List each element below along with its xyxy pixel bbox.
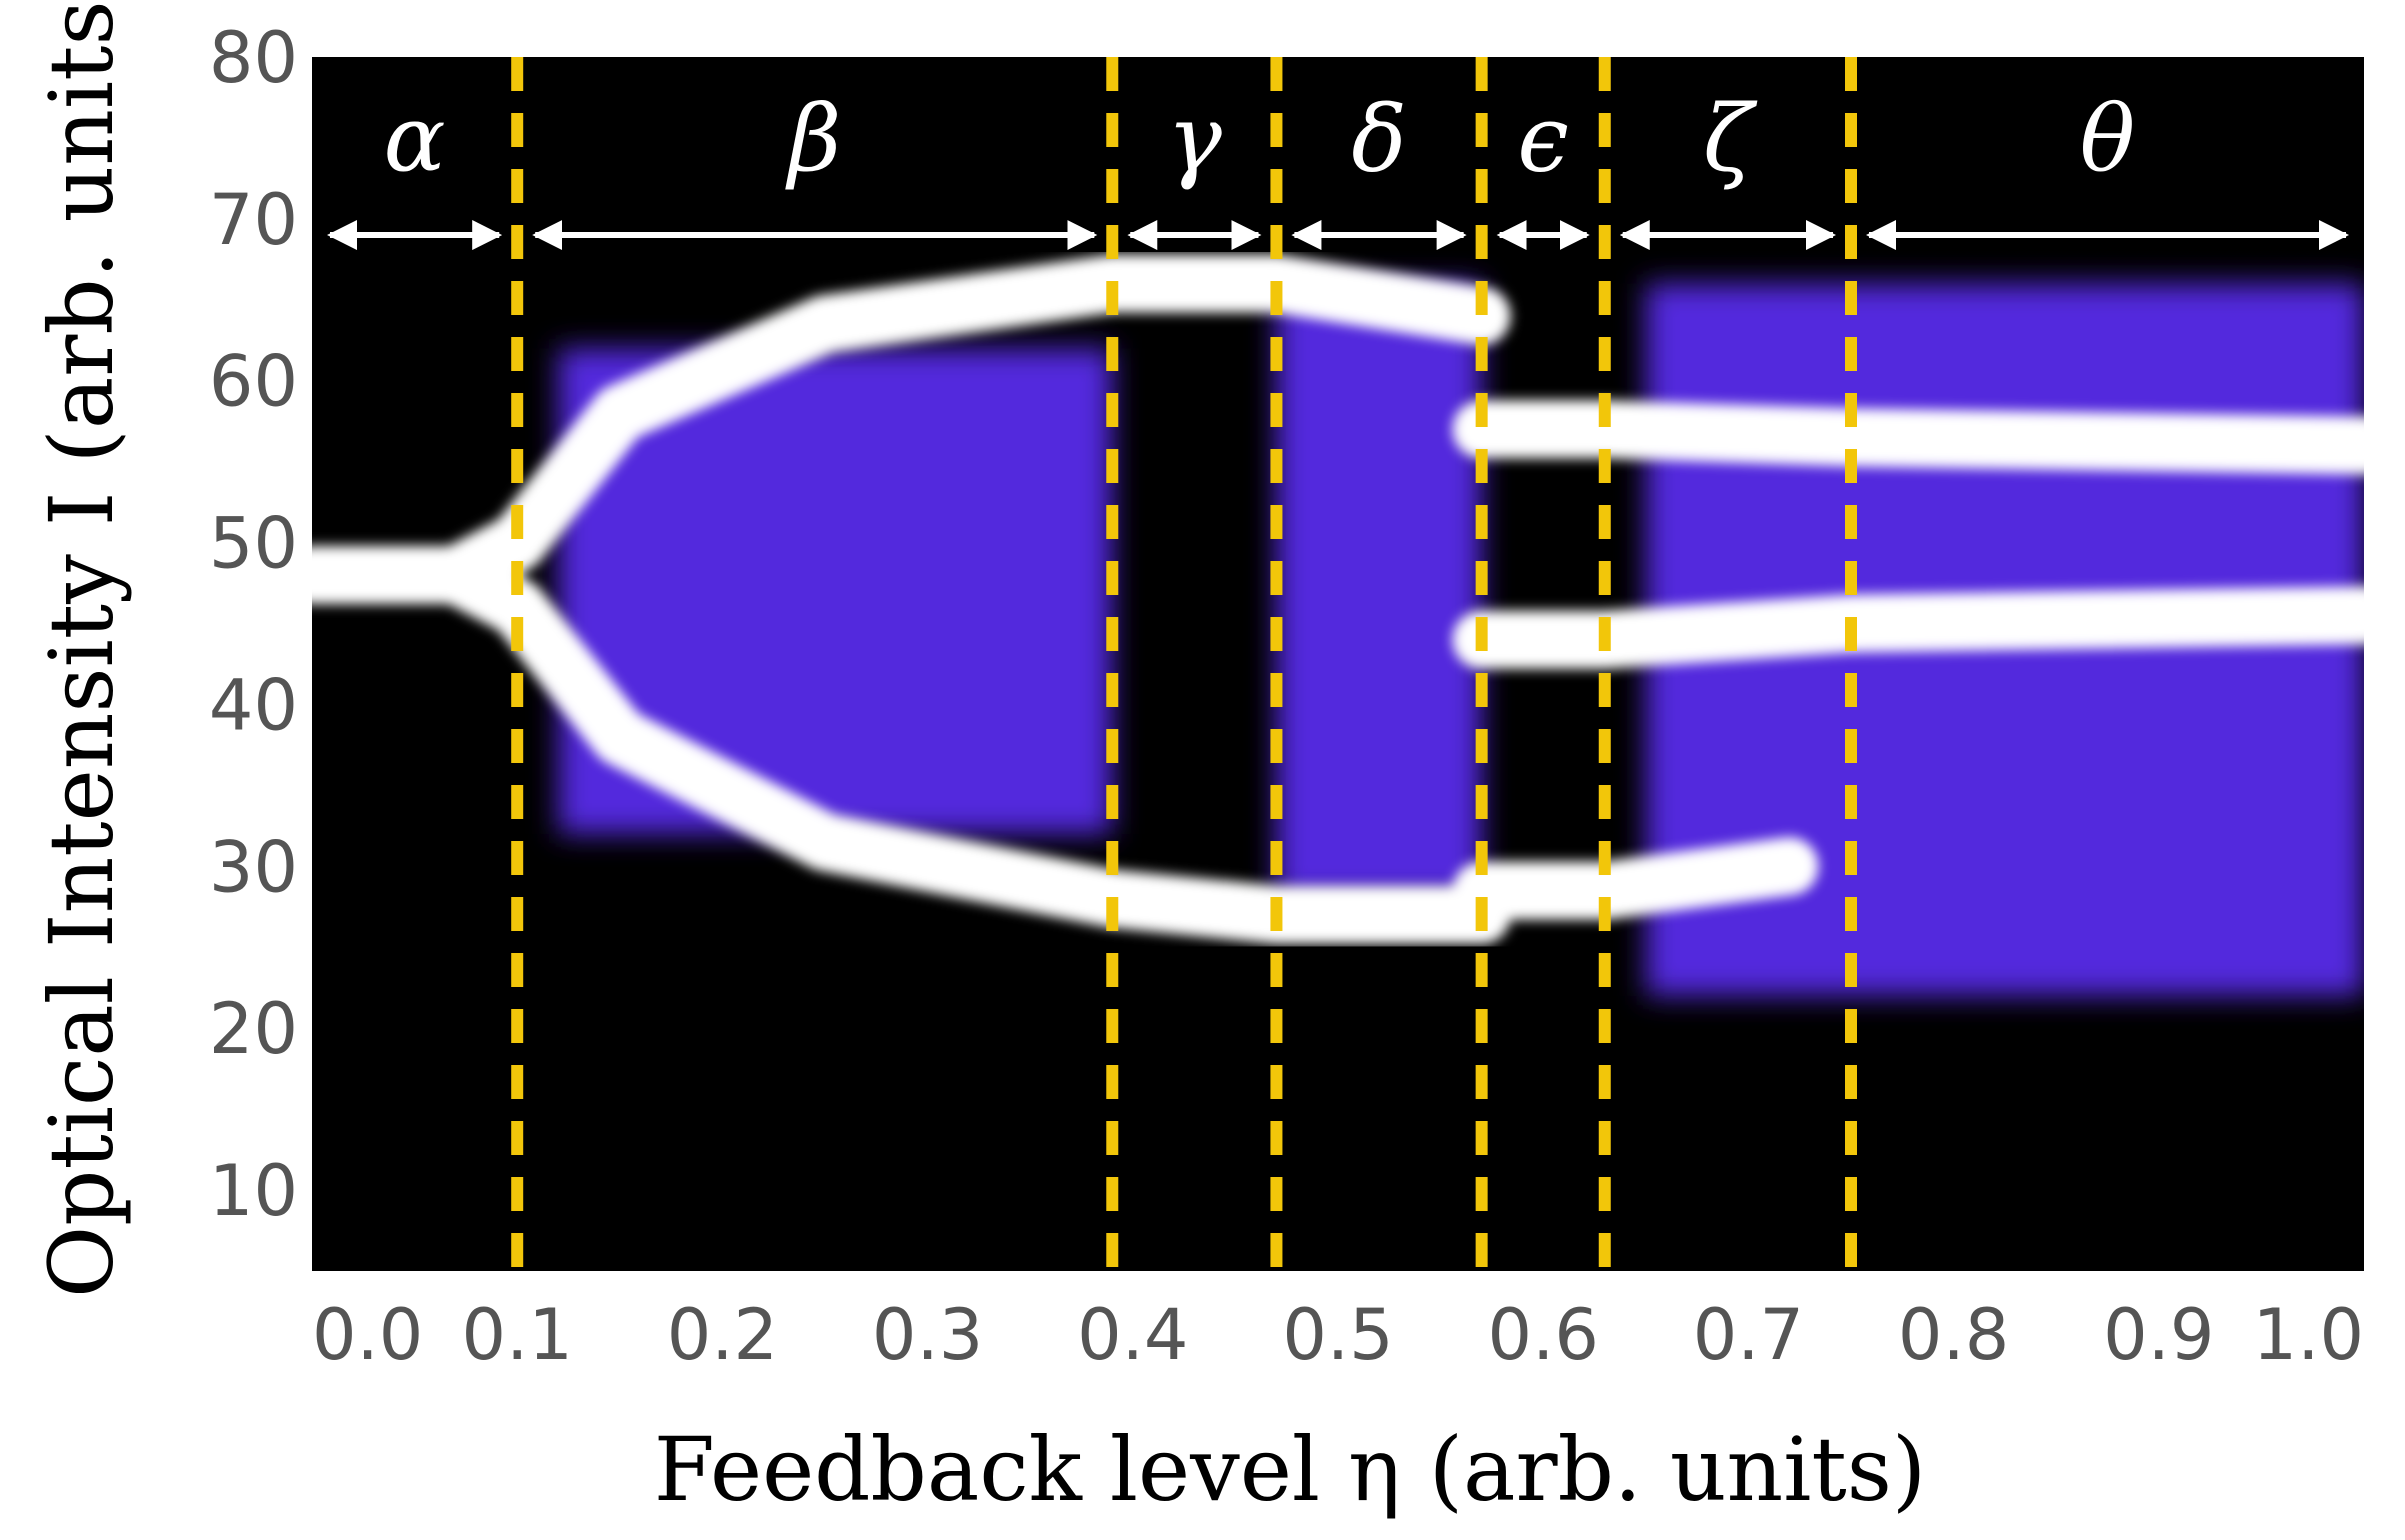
x-tick-label: 0.0	[312, 1294, 423, 1376]
region-label: α	[384, 85, 446, 192]
x-tick-label: 0.1	[462, 1294, 573, 1376]
x-tick-label: 0.9	[2103, 1294, 2214, 1376]
y-tick-label: 40	[209, 664, 298, 746]
x-tick-label: 0.2	[667, 1294, 778, 1376]
y-tick-label: 60	[209, 341, 298, 423]
x-tick-label: 0.7	[1693, 1294, 1804, 1376]
x-tick-label: 0.4	[1077, 1294, 1188, 1376]
y-tick-label: 70	[209, 179, 298, 261]
region-label: β	[785, 85, 841, 192]
y-tick-labels: 10 20 30 40 50 60 70 80	[209, 17, 298, 1232]
y-axis-title: Optical Intensity I (arb. units)	[30, 0, 133, 1298]
x-tick-label: 0.3	[872, 1294, 983, 1376]
branch-line	[1452, 400, 2364, 475]
chaotic-band	[1276, 283, 1482, 899]
y-tick-label: 10	[209, 1150, 298, 1232]
x-tick-label: 1.0	[2253, 1294, 2364, 1376]
x-tick-label: 0.5	[1282, 1294, 1393, 1376]
y-tick-label: 80	[209, 17, 298, 99]
y-tick-label: 20	[209, 988, 298, 1070]
region-label: ϵ	[1517, 85, 1569, 192]
x-axis-title: Feedback level η (arb. units)	[654, 1418, 1926, 1521]
x-tick-label: 0.8	[1898, 1294, 2009, 1376]
intensity-branches	[312, 254, 2364, 944]
x-tick-label: 0.6	[1488, 1294, 1599, 1376]
region-label: γ	[1167, 85, 1223, 192]
y-tick-label: 50	[209, 503, 298, 585]
region-label: δ	[1351, 85, 1406, 192]
region-boundaries	[511, 57, 1857, 1271]
y-tick-label: 30	[209, 826, 298, 908]
region-label: θ	[2080, 85, 2135, 192]
branch-line	[1452, 586, 2364, 669]
region-label: ζ	[1703, 85, 1758, 192]
x-tick-labels: 0.0 0.1 0.2 0.3 0.4 0.5 0.6 0.7 0.8 0.9 1.0	[312, 1294, 2364, 1376]
branch-line	[1452, 837, 1819, 920]
branch-line	[312, 546, 1511, 944]
